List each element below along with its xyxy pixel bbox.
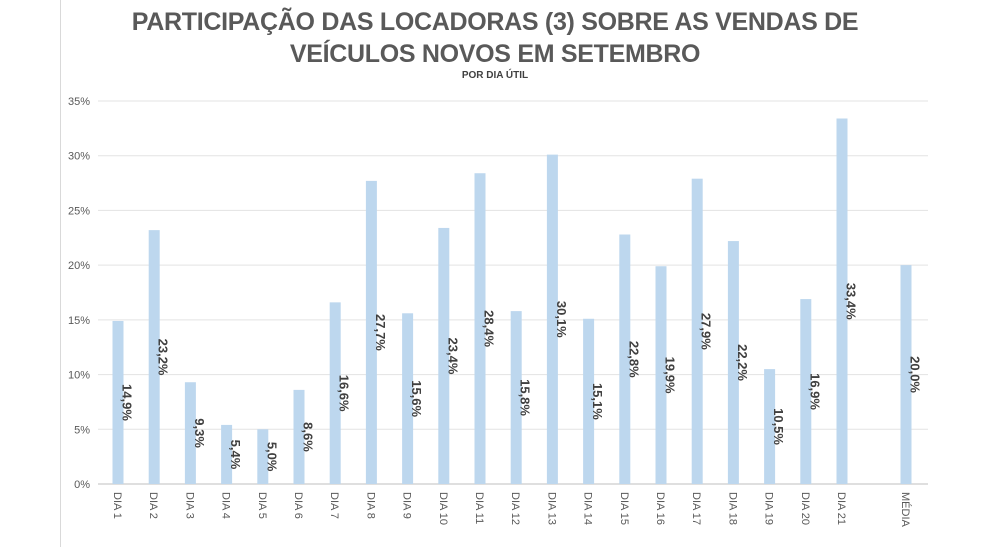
x-tick-label: DIA 20 xyxy=(799,492,811,525)
x-tick-label: DIA 2 xyxy=(147,492,159,519)
data-label: 8,6% xyxy=(301,422,316,452)
data-label: 15,1% xyxy=(590,383,605,420)
data-label: 22,2% xyxy=(735,344,750,381)
x-tick-label: DIA 15 xyxy=(618,492,630,525)
bar xyxy=(510,311,522,484)
y-tick-label: 35% xyxy=(68,96,90,108)
bar xyxy=(293,389,305,484)
x-tick-label: DIA 9 xyxy=(401,492,413,519)
data-label: 23,2% xyxy=(156,339,171,376)
data-label: 16,9% xyxy=(807,373,822,410)
data-label: 15,6% xyxy=(409,380,424,417)
x-tick-label: DIA 3 xyxy=(183,492,195,519)
data-label: 27,9% xyxy=(699,313,714,350)
data-label: 9,3% xyxy=(192,418,207,448)
y-tick-label: 0% xyxy=(74,479,90,491)
bar xyxy=(438,227,450,485)
x-tick-label: DIA 21 xyxy=(835,492,847,525)
data-label: 5,0% xyxy=(264,442,279,472)
x-tick-label: DIA 18 xyxy=(726,492,738,525)
x-tick-label: DIA 13 xyxy=(545,492,557,525)
y-tick-label: 10% xyxy=(68,370,90,382)
bar xyxy=(112,320,124,484)
x-tick-label: DIA 12 xyxy=(509,492,521,525)
chart-title: PARTICIPAÇÃO DAS LOCADORAS (3) SOBRE AS … xyxy=(0,6,990,70)
data-label: 33,4% xyxy=(844,283,859,320)
bar xyxy=(800,299,812,484)
x-tick-label: DIA 11 xyxy=(473,492,485,524)
bar xyxy=(221,424,233,484)
data-label: 15,8% xyxy=(518,379,533,416)
y-tick-label: 25% xyxy=(68,205,90,217)
x-tick-label: DIA 8 xyxy=(364,492,376,519)
data-label: 22,8% xyxy=(626,341,641,378)
bar xyxy=(402,313,414,484)
x-tick-label: DIA 6 xyxy=(292,492,304,519)
data-label: 10,5% xyxy=(771,408,786,445)
chart-subtitle: POR DIA ÚTIL xyxy=(461,70,529,81)
chart-frame xyxy=(60,0,990,547)
data-label: 5,4% xyxy=(228,440,243,470)
bar xyxy=(655,266,667,484)
bar xyxy=(691,178,703,485)
bar xyxy=(365,180,377,484)
bar xyxy=(583,318,595,484)
bar xyxy=(900,265,912,484)
chart-title-line1: PARTICIPAÇÃO DAS LOCADORAS (3) SOBRE AS … xyxy=(131,8,859,36)
bar xyxy=(619,234,631,484)
data-label: 14,9% xyxy=(120,384,135,421)
data-label: 28,4% xyxy=(482,310,497,347)
x-tick-label: DIA 4 xyxy=(220,492,232,519)
data-label: 23,4% xyxy=(445,338,460,375)
y-tick-label: 30% xyxy=(68,151,90,163)
bar xyxy=(329,302,341,484)
bar xyxy=(257,429,269,484)
data-label: 16,6% xyxy=(337,375,352,412)
x-tick-label: DIA 17 xyxy=(690,492,702,525)
bar xyxy=(546,154,558,484)
x-tick-label: DIA 7 xyxy=(328,492,340,519)
bar xyxy=(184,382,196,484)
bar xyxy=(764,369,776,484)
bar xyxy=(836,118,848,484)
x-tick-label: DIA 10 xyxy=(437,492,449,525)
x-tick-label: DIA 16 xyxy=(654,492,666,525)
y-tick-label: 15% xyxy=(68,315,90,327)
x-tick-label: DIA 1 xyxy=(111,492,123,519)
bar xyxy=(148,230,160,484)
y-tick-label: 20% xyxy=(68,260,90,272)
data-label: 27,7% xyxy=(373,314,388,351)
x-tick-label: DIA 14 xyxy=(582,492,594,525)
y-tick-label: 5% xyxy=(74,424,90,436)
x-tick-label: DIA 19 xyxy=(763,492,775,525)
chart-title-line2: VEÍCULOS NOVOS EM SETEMBRO xyxy=(289,40,701,68)
data-label: 19,9% xyxy=(663,357,678,394)
x-tick-label: MÉDIA xyxy=(899,492,912,528)
data-label: 20,0% xyxy=(908,356,923,393)
x-tick-label: DIA 5 xyxy=(256,492,268,519)
bar xyxy=(474,173,486,485)
bar xyxy=(727,241,739,484)
data-label: 30,1% xyxy=(554,301,569,338)
